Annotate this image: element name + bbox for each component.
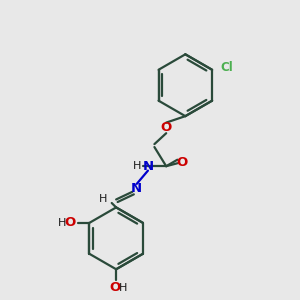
Text: O: O bbox=[109, 281, 120, 294]
Text: H: H bbox=[58, 218, 66, 228]
Text: Cl: Cl bbox=[220, 61, 233, 74]
Text: O: O bbox=[177, 156, 188, 169]
Text: N: N bbox=[131, 182, 142, 195]
Text: H: H bbox=[99, 194, 107, 205]
Text: H: H bbox=[133, 161, 141, 171]
Text: N: N bbox=[142, 160, 154, 173]
Text: O: O bbox=[160, 122, 172, 134]
Text: O: O bbox=[64, 216, 76, 230]
Text: H: H bbox=[119, 283, 127, 293]
